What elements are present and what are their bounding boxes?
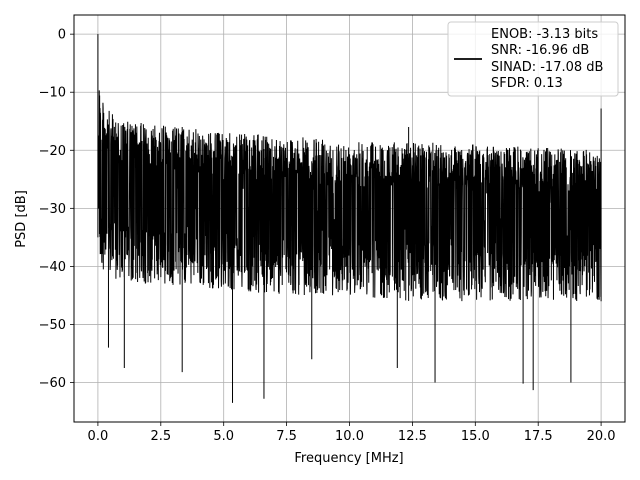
legend: ENOB: -3.13 bits SNR: -16.96 dB SINAD: -… [447, 21, 619, 97]
psd-series-line [97, 34, 602, 403]
y-tick-label: 0 [58, 28, 66, 43]
legend-snr: SNR: -16.96 dB [491, 43, 589, 58]
x-tick-label: 12.5 [398, 429, 427, 444]
y-tick-label: −20 [39, 144, 66, 159]
x-axis-label: Frequency [MHz] [294, 451, 403, 466]
x-tick-label: 17.5 [524, 429, 553, 444]
legend-enob: ENOB: -3.13 bits [491, 27, 598, 42]
y-tick-label: −10 [39, 86, 66, 101]
x-axis-ticks: 0.0 2.5 5.0 7.5 10.0 12.5 15.0 17.5 20.0 [88, 422, 616, 444]
y-tick-label: −40 [39, 260, 66, 275]
plot-area [97, 34, 602, 403]
legend-sinad: SINAD: -17.08 dB [491, 60, 603, 75]
y-tick-label: −60 [39, 376, 66, 391]
x-tick-label: 0.0 [88, 429, 109, 444]
x-tick-label: 7.5 [276, 429, 297, 444]
y-axis-ticks: 0 −10 −20 −30 −40 −50 −60 [39, 28, 74, 391]
x-tick-label: 20.0 [587, 429, 616, 444]
y-axis-label: PSD [dB] [14, 190, 29, 248]
legend-sfdr: SFDR: 0.13 [491, 76, 563, 91]
x-tick-label: 10.0 [335, 429, 364, 444]
y-tick-label: −30 [39, 202, 66, 217]
x-tick-label: 15.0 [461, 429, 490, 444]
x-tick-label: 2.5 [150, 429, 171, 444]
legend-box [447, 21, 619, 97]
x-tick-label: 5.0 [213, 429, 234, 444]
y-tick-label: −50 [39, 318, 66, 333]
